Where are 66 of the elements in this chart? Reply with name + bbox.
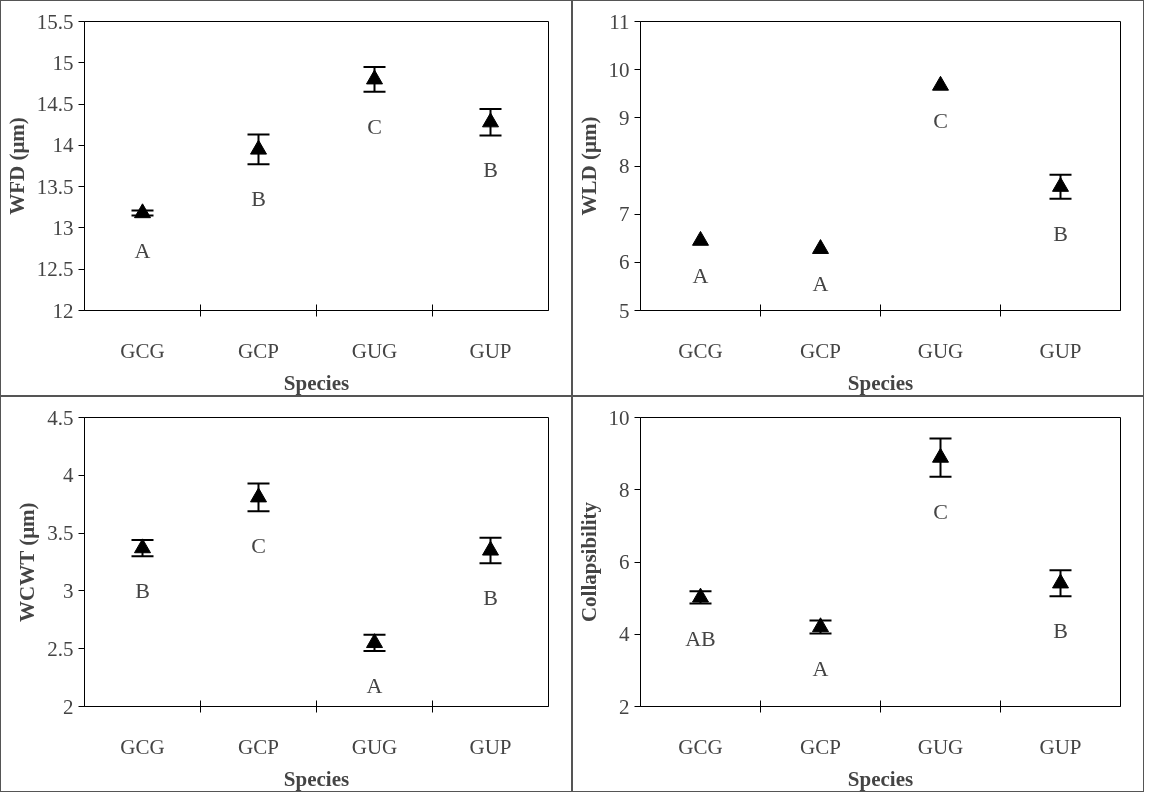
y-axis-title: WFD (μm) (4, 117, 29, 215)
x-axis-title: Species (847, 370, 914, 395)
y-tick-label: 13 (52, 215, 74, 240)
x-tick-label: GUG (351, 338, 398, 363)
x-axis-title: Species (283, 766, 350, 791)
y-tick-label: 3 (63, 578, 74, 603)
y-tick-label: 15 (52, 50, 74, 75)
x-tick-label: GUG (917, 734, 964, 759)
y-tick-label: 6 (619, 250, 630, 275)
x-tick-label: GCP (800, 338, 841, 363)
x-tick-label: GCP (238, 338, 279, 363)
y-tick-label: 9 (619, 105, 630, 130)
y-tick-label: 4 (619, 622, 630, 647)
x-axis-title: Species (847, 766, 914, 791)
annotation: C (251, 533, 266, 559)
y-tick-label: 4 (63, 463, 74, 488)
annotation: C (367, 113, 382, 139)
x-tick-label: GUP (469, 734, 512, 759)
annotation: A (812, 655, 829, 681)
x-tick-label: GCG (678, 338, 723, 363)
y-tick-label: 11 (609, 9, 630, 34)
x-tick-label: GUG (917, 338, 964, 363)
x-tick-label: GCG (678, 734, 723, 759)
y-tick-label: 5 (619, 298, 630, 323)
x-tick-label: GCG (120, 338, 165, 363)
y-tick-label: 2 (619, 694, 630, 719)
annotation: C (933, 107, 948, 133)
annotation: A (692, 262, 709, 288)
annotation: B (1053, 618, 1068, 644)
y-tick-label: 8 (619, 477, 630, 502)
annotation: A (366, 673, 383, 699)
annotation: B (251, 186, 266, 212)
annotation: B (483, 157, 498, 183)
annotation: A (134, 237, 151, 263)
y-tick-label: 10 (608, 405, 630, 430)
x-tick-label: GUP (1039, 734, 1082, 759)
y-tick-label: 15.5 (36, 9, 74, 34)
annotation: C (933, 498, 948, 524)
x-tick-label: GUP (1039, 338, 1082, 363)
y-tick-label: 4.5 (47, 405, 74, 430)
y-tick-label: 14 (52, 133, 74, 158)
y-tick-label: 8 (619, 154, 630, 178)
x-tick-label: GCP (800, 734, 841, 759)
annotation: B (1053, 220, 1068, 246)
x-tick-label: GUG (351, 734, 398, 759)
y-axis-title: Collapsibility (576, 501, 601, 623)
x-tick-label: GUP (469, 338, 512, 363)
annotation: B (135, 578, 150, 604)
y-tick-label: 6 (619, 550, 630, 574)
y-tick-label: 14.5 (36, 92, 74, 117)
y-tick-label: 7 (619, 202, 630, 227)
y-tick-label: 13.5 (36, 174, 74, 199)
y-tick-label: 12.5 (36, 257, 74, 282)
x-axis-title: Species (283, 370, 350, 395)
y-axis-title: WCWT (μm) (15, 502, 40, 622)
annotation: B (483, 585, 498, 611)
y-tick-label: 3.5 (47, 521, 74, 546)
x-tick-label: GCG (120, 734, 165, 759)
y-tick-label: 2.5 (47, 636, 74, 661)
y-tick-label: 2 (63, 694, 74, 719)
y-axis-title: WLD (μm) (576, 116, 601, 216)
y-tick-label: 10 (608, 57, 630, 82)
annotation: AB (685, 625, 716, 651)
y-tick-label: 12 (52, 298, 74, 323)
annotation: A (812, 270, 829, 296)
x-tick-label: GCP (238, 734, 279, 759)
